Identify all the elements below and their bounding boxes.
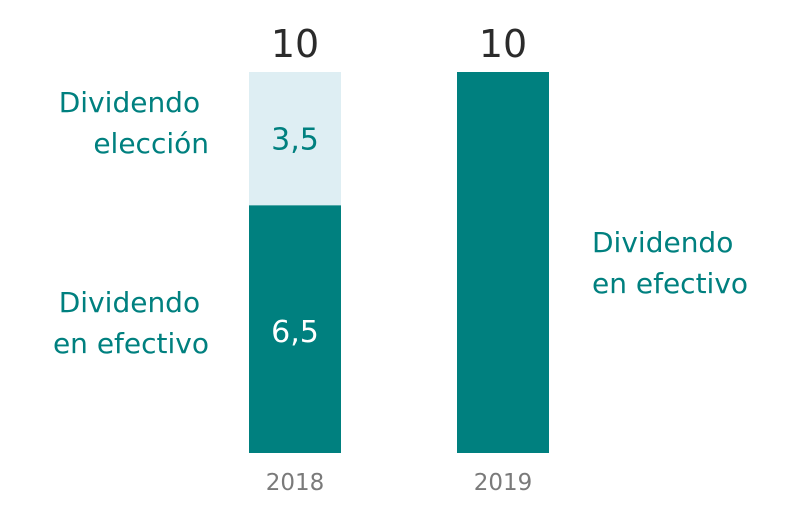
bar-2019-dividendo-en-efectivo: [457, 72, 549, 453]
total-label-2018: 10: [271, 22, 319, 66]
category-label-2018: 2018: [266, 470, 325, 496]
value-label-2018-eleccion: 3,5: [271, 123, 319, 158]
bar-2018-dividendo-en-efectivo: [249, 205, 341, 453]
value-label-2018-efectivo: 6,5: [271, 315, 319, 350]
series-label-eleccion-2018: Dividendo elección: [59, 86, 209, 160]
category-label-2019: 2019: [474, 470, 533, 496]
bar-2018-dividendo-eleccion: [249, 72, 341, 206]
series-label-efectivo-2018: Dividendo en efectivo: [53, 286, 209, 360]
series-label-efectivo-2019: Dividendo en efectivo: [592, 226, 748, 300]
total-label-2019: 10: [479, 22, 527, 66]
